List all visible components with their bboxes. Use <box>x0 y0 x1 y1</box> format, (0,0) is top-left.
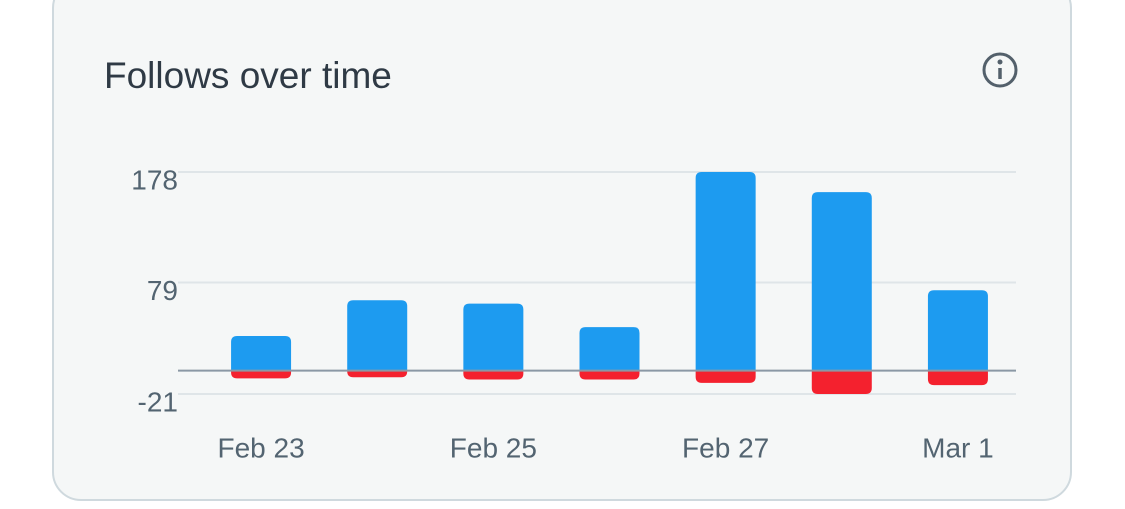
y-tick-label: 178 <box>131 164 178 195</box>
chart-title: Follows over time <box>104 55 392 96</box>
bar <box>811 370 872 394</box>
bar <box>347 300 408 371</box>
info-dot <box>997 59 1003 65</box>
x-tick-label: Feb 27 <box>682 432 769 463</box>
y-tick-label: 79 <box>147 275 178 306</box>
bar <box>579 370 640 380</box>
x-tick-label: Mar 1 <box>922 432 994 463</box>
bar <box>579 327 640 371</box>
bar <box>347 370 408 378</box>
bar <box>231 370 292 379</box>
bar <box>231 335 292 371</box>
info-circle <box>982 52 1018 88</box>
bar <box>463 303 524 371</box>
y-tick-label: -21 <box>138 386 178 417</box>
bar <box>463 370 524 380</box>
bar <box>695 172 756 371</box>
info-icon[interactable] <box>982 52 1018 88</box>
x-tick-label: Feb 23 <box>217 432 304 463</box>
x-tick-label: Feb 25 <box>450 432 537 463</box>
bar <box>811 192 872 371</box>
bar <box>927 290 988 371</box>
bar <box>927 370 988 386</box>
bar <box>695 370 756 383</box>
